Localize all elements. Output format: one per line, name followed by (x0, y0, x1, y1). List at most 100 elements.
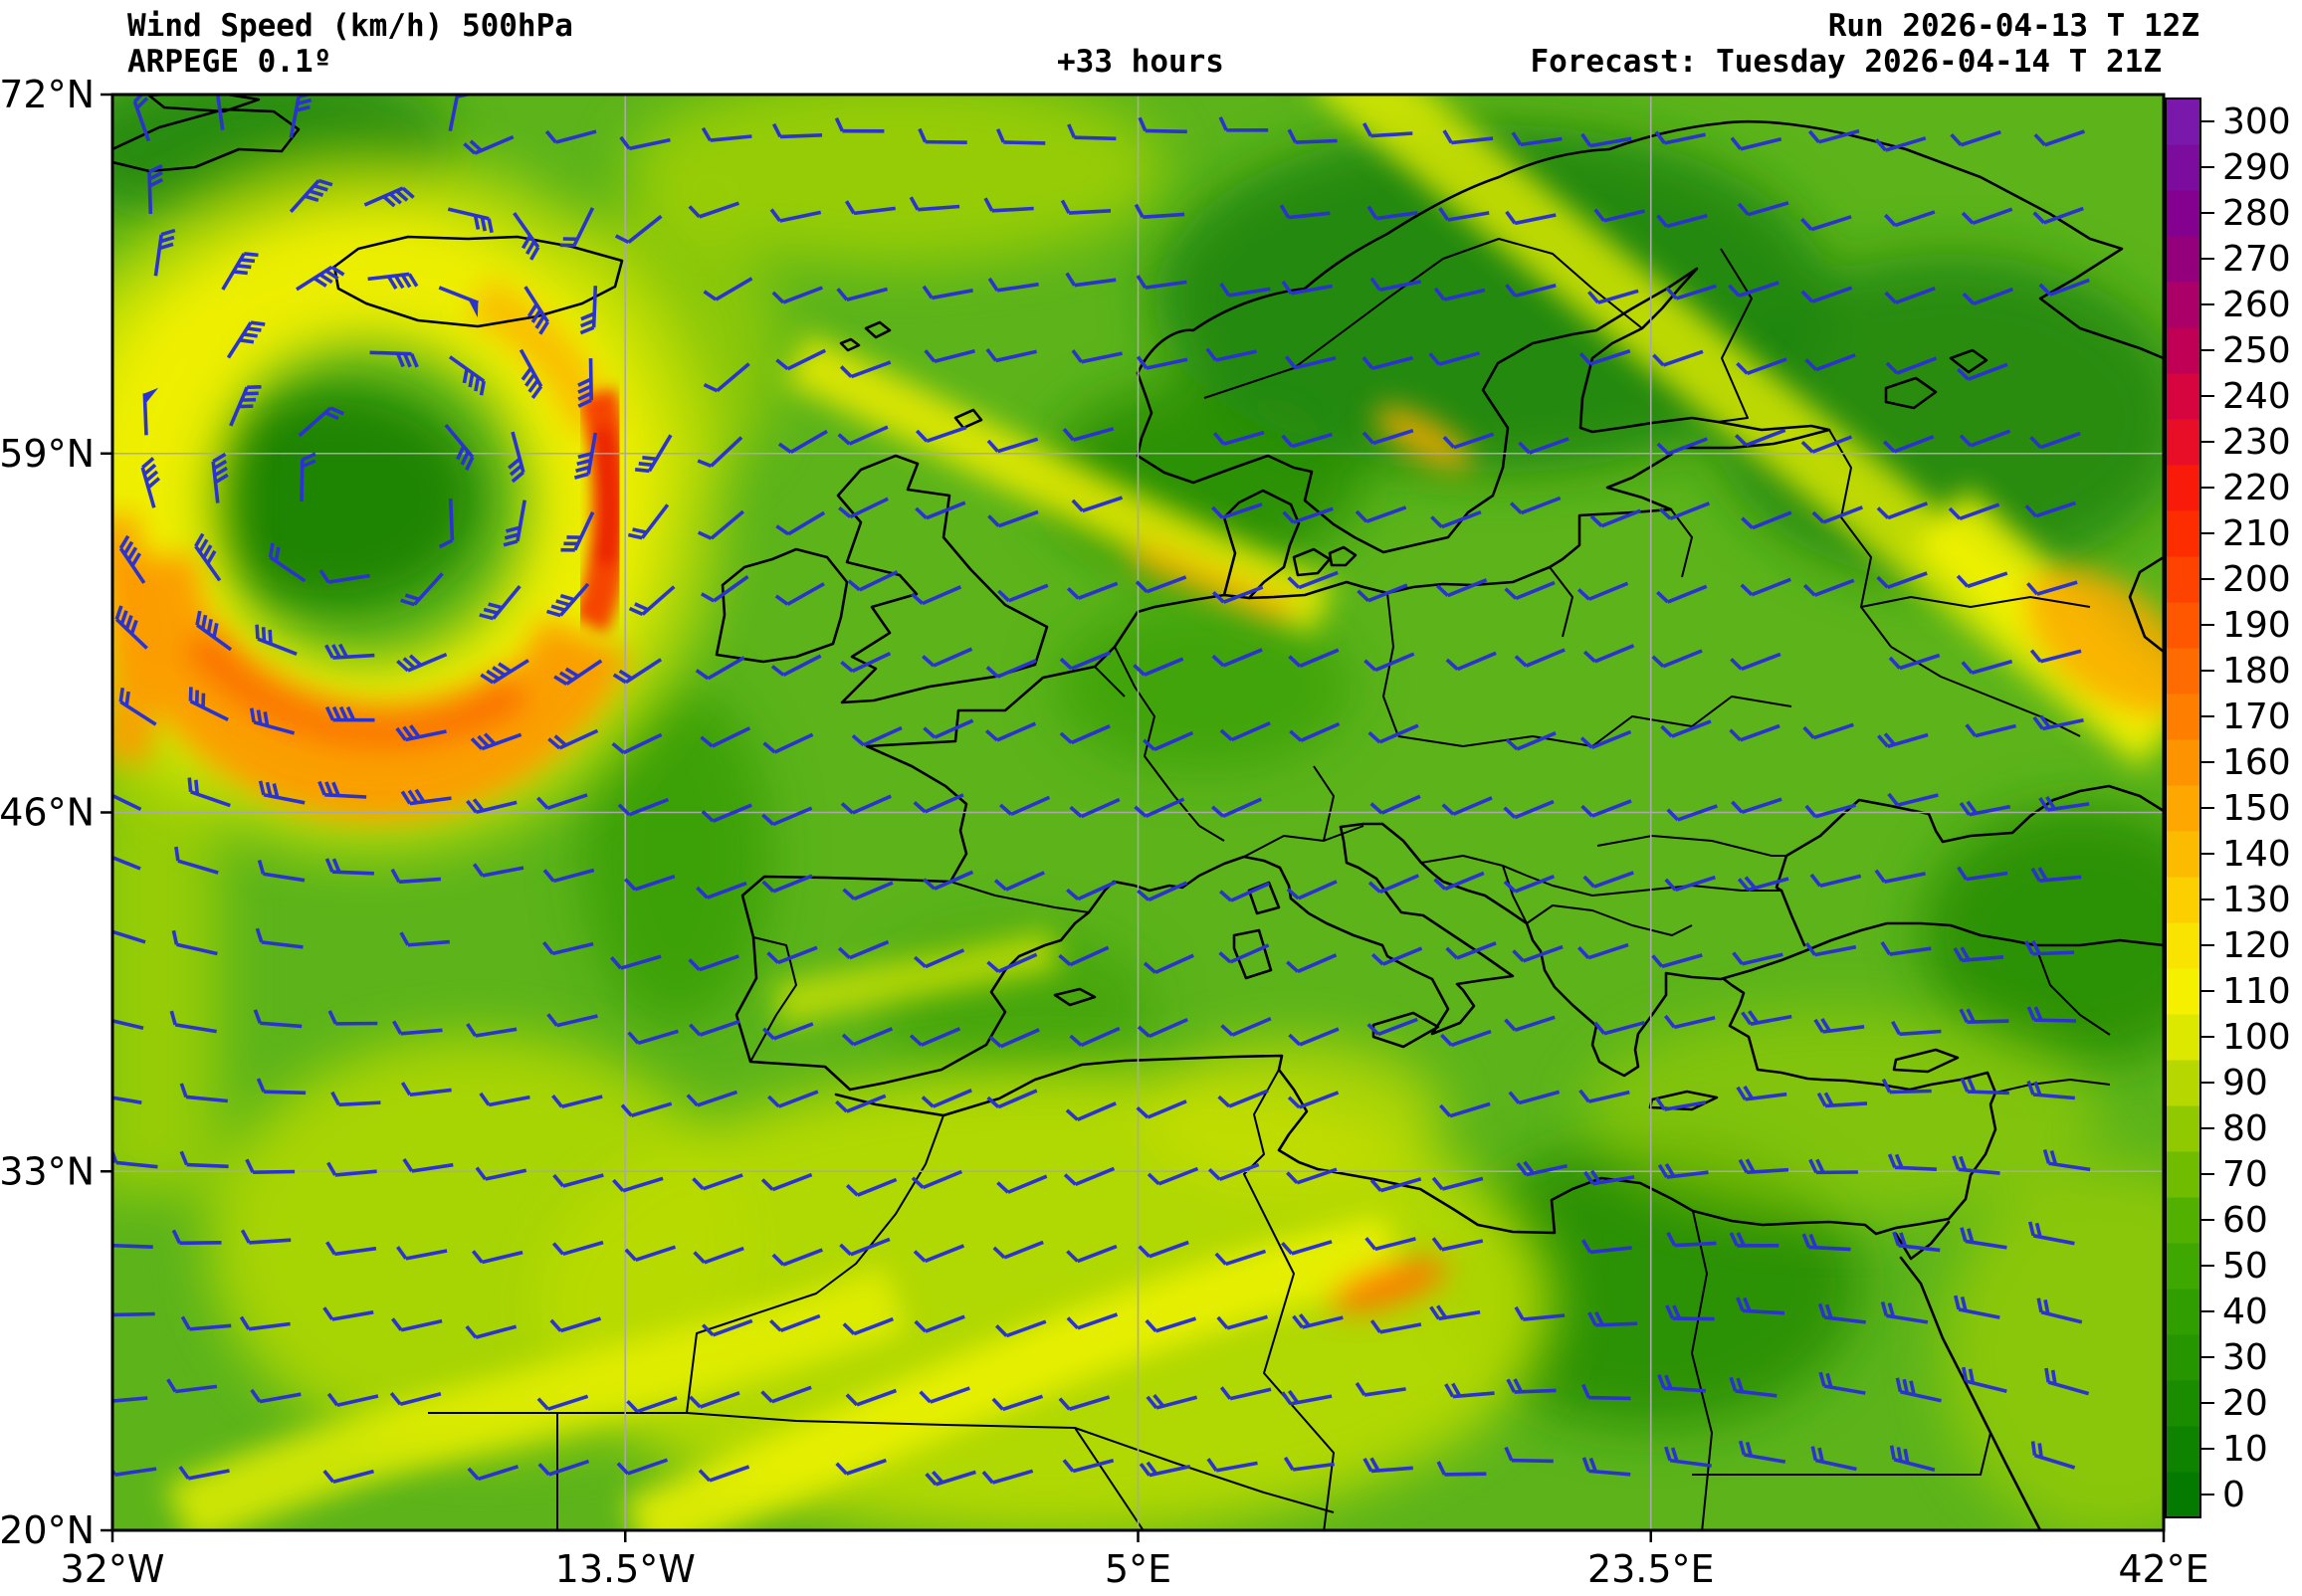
wind-barb (921, 1089, 972, 1108)
wind-barb (911, 1169, 962, 1190)
wind-barb (697, 509, 744, 540)
wind-barb (466, 1023, 518, 1038)
wind-barb (438, 499, 455, 549)
wind-barb (1664, 875, 1716, 893)
wind-barb (513, 212, 540, 261)
wind-barb (919, 1386, 970, 1404)
colorbar-cell (2166, 1472, 2200, 1518)
wind-barb (1211, 648, 1263, 668)
wind-barb (1800, 215, 1852, 232)
wind-barb (775, 510, 826, 536)
wind-barb (851, 725, 903, 747)
wind-barb (1435, 578, 1488, 598)
colorbar-cell (2166, 1060, 2200, 1106)
wind-barb (1281, 281, 1333, 296)
colorbar-tick-label: 270 (2222, 239, 2291, 280)
wind-barb (1369, 1319, 1422, 1334)
wind-barb (1133, 657, 1184, 677)
wind-barb (762, 1022, 814, 1041)
colorbar-tick-label: 150 (2222, 788, 2291, 829)
wind-barb (1882, 435, 1935, 454)
wind-barb (1593, 1020, 1645, 1036)
wind-barb (923, 870, 974, 891)
colorbar-cell (2166, 190, 2200, 237)
wind-barb (994, 1319, 1047, 1338)
wind-barb (610, 954, 662, 970)
wind-barb (766, 945, 818, 965)
wind-barb (1071, 349, 1123, 364)
wind-barb (1143, 730, 1194, 751)
wind-barb (1802, 722, 1854, 740)
colorbar-cell (2166, 1334, 2200, 1381)
wind-barb (985, 659, 1037, 679)
wind-barb (1657, 1374, 1707, 1393)
wind-barb (1888, 653, 1941, 671)
wind-barb (1065, 272, 1117, 288)
wind-barb (1880, 1301, 1929, 1324)
wind-barb (1439, 1101, 1491, 1118)
wind-barb (1576, 581, 1629, 601)
wind-barb (924, 348, 975, 364)
wind-barb (1219, 721, 1271, 742)
wind-barb (396, 652, 448, 673)
colorbar-cell (2166, 99, 2200, 145)
wind-barb (399, 931, 450, 947)
wind-barb (611, 732, 663, 755)
colorbar-cell (2166, 968, 2200, 1015)
wind-barb (614, 214, 663, 245)
wind-barb (322, 1306, 374, 1321)
wind-barb (1952, 1155, 2000, 1175)
wind-barb (1211, 502, 1263, 519)
wind-barb (2027, 1221, 2075, 1246)
wind-barb (1877, 732, 1929, 748)
wind-barb (536, 793, 588, 811)
wind-barb (2032, 206, 2084, 225)
wind-barb (1518, 437, 1570, 455)
wind-barb (166, 1378, 218, 1394)
wind-barb (771, 122, 823, 139)
wind-barb (1503, 875, 1556, 894)
wind-barb (466, 798, 518, 814)
lon-tick-label: 32°W (61, 1547, 165, 1591)
wind-barb (1737, 876, 1789, 893)
wind-barb (985, 347, 1037, 363)
colorbar-outline (2165, 98, 2201, 1518)
wind-barb (239, 1315, 291, 1331)
wind-barb (226, 320, 266, 359)
wind-barb (1442, 129, 1494, 145)
wind-barb (1284, 355, 1337, 370)
wind-barb (1504, 1015, 1556, 1032)
wind-barb (635, 434, 673, 474)
colorbar-tick-label: 280 (2222, 193, 2291, 234)
colorbar-cell (2166, 419, 2200, 466)
wind-barb (1370, 946, 1423, 966)
wind-barb (326, 1161, 377, 1177)
wind-barb (696, 881, 747, 899)
colorbar-tick-label: 210 (2222, 513, 2291, 554)
colorbar-cell (2166, 1197, 2200, 1244)
colorbar-tick-label: 260 (2222, 285, 2291, 325)
wind-barb (369, 350, 419, 368)
wind-barb (1800, 286, 1853, 303)
wind-barb (1730, 652, 1781, 672)
colorbar-tick-label: 40 (2222, 1292, 2268, 1332)
colorbar-tick-label: 60 (2222, 1200, 2268, 1241)
wind-barb (132, 95, 151, 142)
wind-barb (1219, 1386, 1272, 1401)
wind-barb (1058, 945, 1110, 967)
colorbar-cell (2166, 694, 2200, 740)
wind-barb (326, 1392, 379, 1407)
wind-barb (839, 360, 892, 379)
wind-barb (179, 1083, 228, 1103)
wind-barb (844, 200, 896, 216)
lat-tick-label: 59°N (0, 432, 95, 476)
wind-barb (1060, 199, 1112, 215)
wind-barb (471, 1250, 523, 1265)
colorbar-cell (2166, 648, 2200, 695)
wind-barb (519, 348, 543, 399)
wind-barb (1959, 800, 2011, 817)
wind-barb (153, 228, 176, 277)
wind-barb (1728, 281, 1779, 298)
wind-barb (1953, 946, 2004, 963)
wind-barb (981, 1469, 1034, 1485)
